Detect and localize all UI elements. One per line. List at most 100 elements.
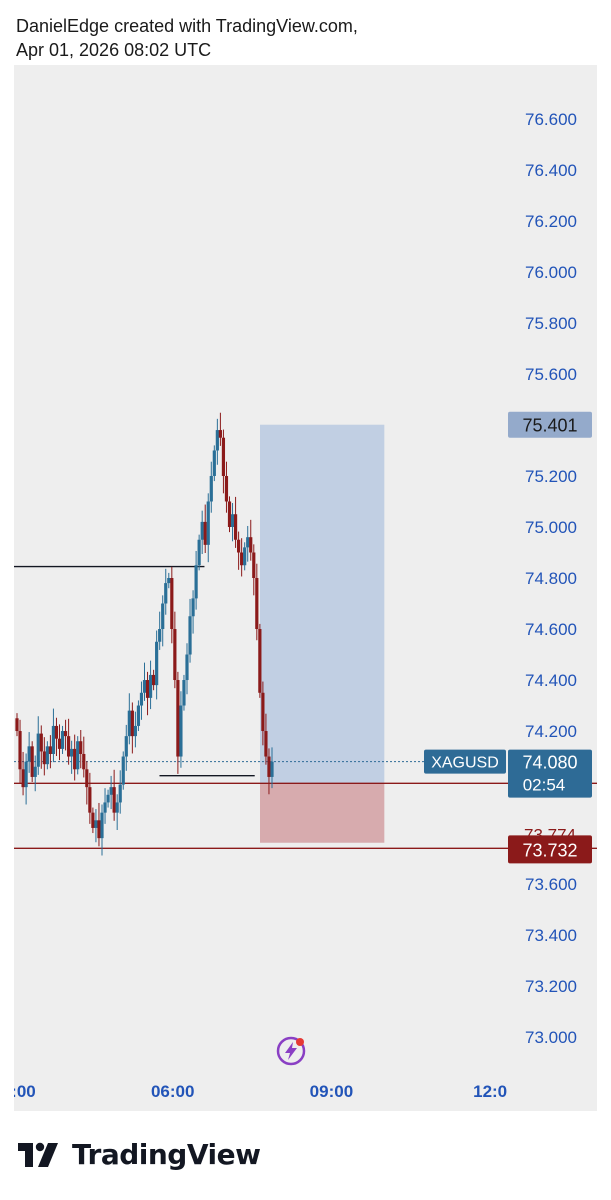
candle-body: [27, 746, 31, 762]
price-tick-label: 75.600: [525, 365, 577, 384]
candle-body: [91, 812, 95, 828]
time-tick-label: 03:00: [14, 1082, 36, 1101]
candle-body: [118, 784, 122, 803]
chart-header: DanielEdge created with TradingView.com,…: [16, 14, 358, 62]
candle-body: [255, 578, 259, 630]
price-tick-label: 75.800: [525, 314, 577, 333]
candle-body: [88, 787, 92, 813]
candle-body: [21, 769, 25, 788]
candle-body: [60, 731, 65, 749]
target-price-tag: [508, 411, 592, 438]
price-tick-label: 76.200: [525, 212, 577, 231]
candle-body: [30, 746, 34, 777]
candle-body: [170, 578, 174, 630]
candle-body: [127, 710, 131, 737]
price-tick-label: 73.000: [525, 1028, 577, 1047]
current-price-tag: [508, 749, 592, 798]
candle-body: [24, 761, 28, 788]
candle-body: [221, 437, 226, 476]
candle-body: [103, 802, 107, 813]
price-tick-label: 76.000: [525, 263, 577, 282]
candle-body: [85, 769, 89, 788]
candle-body: [15, 718, 19, 732]
candle-body: [200, 521, 204, 540]
position-loss-zone: [260, 783, 385, 843]
candle-body: [194, 565, 198, 599]
candle-body: [73, 748, 77, 770]
tradingview-logo-icon: [18, 1142, 58, 1167]
candle-body: [243, 547, 247, 566]
candle-body: [130, 710, 134, 737]
candle-body: [79, 741, 83, 754]
candle-body: [82, 753, 86, 770]
candle-body: [124, 736, 128, 757]
candle-body: [133, 725, 137, 737]
candle-body: [203, 521, 207, 545]
candle-body: [51, 725, 56, 754]
candle-body: [173, 629, 177, 681]
price-tick-label: 73.600: [525, 875, 577, 894]
candle-body: [161, 603, 165, 630]
price-tick-label: 73.200: [525, 977, 577, 996]
price-tick-label: 74.400: [525, 671, 577, 690]
price-tick-label: 75.200: [525, 467, 577, 486]
candle-body: [270, 761, 274, 777]
price-tick-label: 75.000: [525, 518, 577, 537]
candle-body: [67, 736, 71, 757]
countdown-label: 02:54: [523, 776, 566, 795]
candle-body: [57, 738, 62, 749]
candle-body: [267, 756, 271, 777]
candle-body: [176, 680, 180, 757]
candle-body: [139, 692, 144, 706]
candle-body: [115, 802, 119, 813]
candle-body: [76, 741, 80, 770]
candle-body: [109, 787, 113, 795]
candle-body: [179, 705, 183, 757]
candle-body: [227, 501, 232, 527]
candle-body: [240, 552, 244, 566]
price-tick-label: 76.600: [525, 110, 577, 129]
candle-body: [185, 654, 189, 681]
candle-body: [97, 820, 101, 839]
price-tick-label: 74.600: [525, 620, 577, 639]
candle-body: [191, 598, 195, 617]
candle-body: [252, 552, 256, 578]
candle-body: [158, 629, 162, 642]
candle-body: [209, 475, 213, 502]
price-tick-label: 74.800: [525, 569, 577, 588]
candle-body: [54, 725, 59, 739]
chart-area[interactable]: 76.600 76.400 76.200 76.000 75.800 75.600 75.2…: [14, 65, 597, 1111]
candle-body: [142, 680, 147, 693]
candle-body: [112, 787, 116, 813]
candle-body: [230, 514, 235, 527]
candle-body: [70, 748, 74, 757]
candle-body: [136, 705, 141, 726]
current-price-label: 74.080: [522, 753, 577, 773]
time-tick-label: 06:00: [151, 1082, 194, 1101]
candle-body: [261, 692, 265, 732]
candle-body: [18, 731, 22, 770]
candle-body: [155, 641, 159, 686]
candle-body: [188, 616, 192, 655]
candle-body: [246, 537, 250, 548]
candle-body: [237, 539, 241, 553]
candle-body: [264, 731, 268, 757]
time-tick-label: 12:0: [473, 1082, 507, 1101]
tradingview-footer: TradingView: [18, 1138, 261, 1171]
candle-body: [218, 430, 222, 438]
candle-body: [164, 583, 168, 604]
candle-body: [197, 539, 201, 566]
candle-body: [100, 812, 104, 839]
candle-body: [106, 794, 110, 803]
candle-body: [145, 680, 150, 698]
lightning-bolt-icon[interactable]: [275, 1035, 307, 1067]
candle-body: [233, 514, 238, 540]
target-price-label: 75.401: [522, 416, 577, 436]
price-tick-label: 73.400: [525, 926, 577, 945]
position-profit-zone: [260, 424, 385, 784]
candle-body: [152, 674, 156, 686]
candle-body: [167, 578, 171, 584]
stop-price-label: 73.732: [522, 840, 577, 860]
price-chart[interactable]: 76.600 76.400 76.200 76.000 75.800 75.600 75.2…: [14, 65, 597, 1111]
candle-body: [148, 674, 153, 698]
